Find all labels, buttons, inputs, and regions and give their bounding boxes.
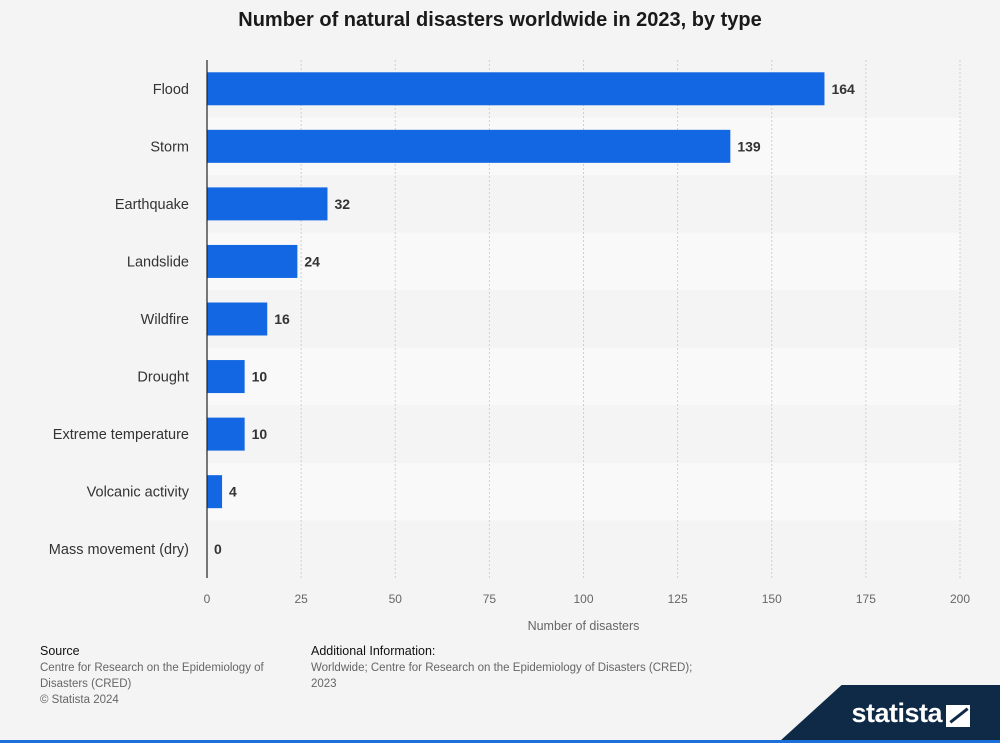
x-tick-label: 0 [204,592,211,606]
category-label: Extreme temperature [53,427,189,443]
row-band [207,290,960,348]
category-label: Drought [137,370,189,386]
x-tick-label: 150 [762,592,782,606]
x-tick-label: 50 [389,592,403,606]
source-line-1: Centre for Research on the Epidemiology … [40,662,264,674]
additional-info-block: Additional Information: Worldwide; Centr… [311,643,692,692]
x-tick-label: 100 [573,592,593,606]
data-label: 16 [274,311,290,327]
row-band [207,462,960,521]
additional-info-line-2: 2023 [311,678,337,690]
category-label: Volcanic activity [87,485,190,501]
category-label: Earthquake [115,197,189,213]
bar [207,302,268,336]
bar [207,129,731,163]
data-label: 32 [334,196,350,212]
bar [207,72,825,106]
data-label: 4 [229,484,237,500]
category-label: Wildfire [141,312,189,328]
statista-logo-icon [946,705,970,727]
additional-info-heading: Additional Information: [311,644,436,658]
x-tick-label: 125 [668,592,688,606]
category-label: Mass movement (dry) [49,542,189,558]
x-tick-label: 75 [483,592,497,606]
data-label: 10 [252,426,268,442]
bar [207,187,328,221]
category-label: Storm [150,139,189,155]
bar [207,360,245,394]
bar [207,417,245,451]
statista-wordmark: statista [851,698,942,728]
x-axis-title: Number of disasters [528,619,640,633]
data-label: 10 [252,369,268,385]
x-tick-label: 175 [856,592,876,606]
chart-title: Number of natural disasters worldwide in… [238,9,762,31]
bar [207,475,223,509]
data-label: 0 [214,541,222,557]
data-label: 139 [737,138,761,154]
x-tick-label: 25 [294,592,308,606]
source-block: Source Centre for Research on the Epidem… [40,643,264,708]
category-label: Landslide [127,254,189,270]
additional-info-line-1: Worldwide; Centre for Research on the Ep… [311,662,693,674]
data-label: 164 [831,81,855,97]
data-label: 24 [304,253,320,269]
bottom-accent-line [0,740,1000,743]
category-label: Flood [153,82,189,98]
copyright: © Statista 2024 [40,694,119,706]
bar [207,244,298,278]
source-line-2: Disasters (CRED) [40,678,132,690]
source-heading: Source [40,644,80,658]
x-tick-label: 200 [950,592,970,606]
